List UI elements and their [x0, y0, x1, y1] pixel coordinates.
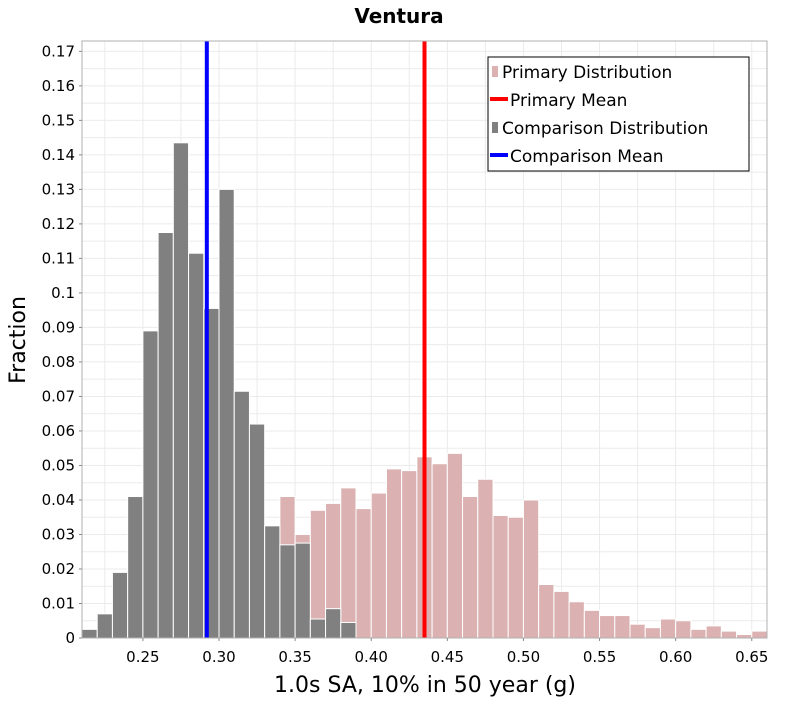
primary-distribution-bar	[736, 634, 753, 639]
x-tick-label: 0.25	[126, 648, 159, 666]
primary-distribution-bar	[401, 470, 418, 639]
y-tick-label: 0.1	[51, 284, 75, 302]
primary-distribution-bar	[705, 625, 722, 639]
primary-distribution-bar	[507, 516, 524, 639]
primary-distribution-bar	[446, 452, 464, 639]
primary-distribution-bar	[553, 590, 570, 639]
primary-distribution-bar	[355, 508, 372, 639]
y-tick-label: 0.05	[42, 456, 75, 474]
x-tick-label: 0.30	[202, 648, 235, 666]
primary-distribution-bar	[568, 601, 585, 639]
comparison-distribution-bar	[142, 330, 159, 639]
y-tick-label: 0	[65, 629, 75, 647]
comparison-distribution-bar	[279, 544, 296, 639]
x-tick-label: 0.35	[278, 648, 311, 666]
comparison-distribution-bar	[340, 621, 357, 639]
comparison-distribution-bar	[309, 618, 327, 639]
y-axis-label: Fraction	[6, 296, 31, 384]
plot-frame	[81, 40, 768, 639]
primary-distribution-bar	[583, 609, 601, 639]
y-tick-label: 0.17	[42, 42, 75, 60]
comparison-distribution-bar	[172, 142, 190, 639]
comparison-distribution-bar	[157, 232, 174, 639]
y-tick-label: 0.13	[42, 180, 75, 198]
x-tick-label: 0.40	[355, 648, 388, 666]
primary-distribution-bar	[675, 620, 692, 639]
primary-distribution-bar	[614, 615, 631, 639]
comparison-distribution-bar	[294, 542, 311, 639]
comparison-distribution-bar	[264, 525, 281, 639]
primary-distribution-bar	[385, 468, 403, 639]
primary-distribution-bar	[462, 496, 479, 639]
legend-swatch-primary-distribution	[492, 66, 498, 77]
legend-label-primary-mean: Primary Mean	[510, 91, 627, 111]
primary-distribution-bar	[751, 630, 768, 639]
primary-distribution-bar	[340, 487, 357, 639]
x-tick-label: 0.50	[507, 648, 540, 666]
y-tick-label: 0.16	[42, 77, 75, 95]
primary-distribution-bar	[720, 630, 738, 639]
legend-swatch-primary-mean	[490, 97, 508, 101]
legend-swatch-comparison-mean	[490, 153, 508, 157]
comparison-distribution-bar	[233, 390, 250, 639]
y-tick-label: 0.09	[42, 318, 75, 336]
legend-box	[487, 56, 750, 172]
comparison-distribution-bar	[96, 613, 113, 639]
primary-distribution-bar	[477, 478, 494, 639]
legend-label-comparison-mean: Comparison Mean	[510, 147, 664, 167]
y-tick-label: 0.01	[42, 594, 75, 612]
y-tick-label: 0.04	[42, 491, 75, 509]
legend-label-comparison-distribution: Comparison Distribution	[502, 119, 708, 139]
y-tick-label: 0.02	[42, 560, 75, 578]
primary-distribution-bar	[522, 499, 540, 639]
x-axis-ticks: 0.25 0.30 0.35 0.40 0.45 0.50 0.55 0.60 0.65	[126, 638, 768, 666]
comparison-distribution-bar	[127, 496, 144, 639]
legend-label-primary-distribution: Primary Distribution	[502, 63, 672, 83]
y-tick-label: 0.08	[42, 353, 75, 371]
primary-distribution-bar	[659, 618, 677, 639]
mean-lines	[204, 41, 427, 638]
primary-distribution-bar	[644, 627, 661, 639]
y-tick-label: 0.14	[42, 146, 75, 164]
y-tick-label: 0.12	[42, 215, 75, 233]
legend-swatch-comparison-distribution	[492, 122, 498, 133]
chart-title: Ventura	[354, 4, 443, 28]
comparison-distribution-bar	[325, 608, 342, 639]
primary-distribution-bar	[538, 584, 555, 639]
comparison-distribution-bar	[248, 423, 266, 639]
y-tick-label: 0.06	[42, 422, 75, 440]
x-tick-label: 0.45	[431, 648, 464, 666]
primary-distribution-bar	[370, 492, 387, 639]
primary-distribution-bar	[629, 623, 646, 639]
y-tick-label: 0.03	[42, 525, 75, 543]
primary-distribution-bar	[492, 514, 509, 639]
x-tick-label: 0.60	[659, 648, 692, 666]
y-axis-ticks: 0 0.01 0.02 0.03 0.04 0.05 0.06 0.07 0.08 0.09 0.1…	[42, 42, 82, 647]
y-tick-label: 0.11	[42, 249, 75, 267]
x-tick-label: 0.65	[735, 648, 768, 666]
x-tick-label: 0.55	[583, 648, 616, 666]
x-axis-label: 1.0s SA, 10% in 50 year (g)	[274, 673, 576, 698]
comparison-distribution-bar	[111, 571, 129, 639]
chart-legend: Primary Distribution Primary Mean Compar…	[487, 56, 750, 172]
y-tick-label: 0.15	[42, 111, 75, 129]
primary-distribution-bar	[431, 463, 448, 639]
comparison-distribution-bar	[81, 628, 98, 639]
primary-distribution-bar	[690, 628, 707, 639]
y-tick-label: 0.07	[42, 387, 75, 405]
comparison-distribution-bar	[188, 252, 205, 639]
comparison-distribution-bar	[218, 188, 235, 639]
primary-distribution-bar	[599, 615, 616, 639]
